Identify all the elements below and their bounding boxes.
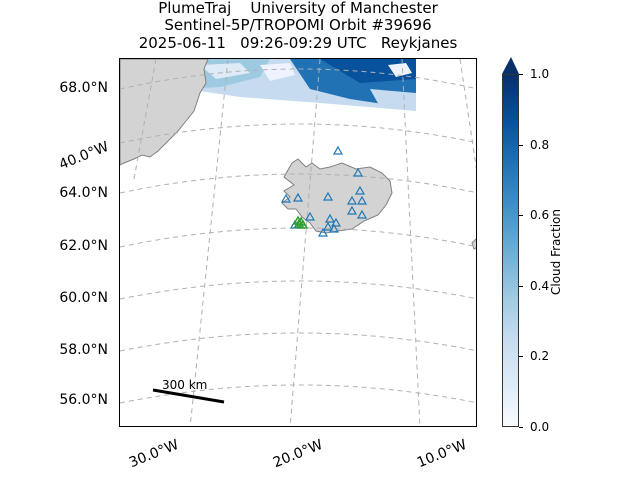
scale-bar-label: 300 km	[162, 378, 208, 392]
lat-label-64N: 64.0°N	[59, 185, 108, 201]
greenland-landmass	[120, 59, 209, 166]
volcano-marker	[356, 195, 368, 205]
lat-label-68N: 68.0°N	[59, 80, 108, 96]
cloud-fraction-swath	[186, 59, 416, 111]
volcano-marker	[346, 195, 358, 205]
colorbar-extend-arrow	[502, 57, 519, 74]
colorbar-ticklabel: 1.0	[530, 67, 550, 81]
title-line-3: 2025-06-11 09:26-09:29 UTC Reykjanes	[138, 34, 458, 52]
volcano-marker	[346, 205, 358, 215]
volcano-marker	[304, 211, 316, 221]
lon-label-10W: 10.0°W	[414, 436, 470, 472]
lon-label-30W: 30.0°W	[126, 436, 182, 472]
colorbar-label: Cloud Fraction	[549, 209, 563, 295]
source-markers	[292, 215, 309, 229]
volcano-marker	[322, 191, 334, 201]
colorbar-tick	[519, 74, 523, 75]
volcano-marker	[317, 227, 329, 237]
volcano-marker	[356, 209, 368, 219]
colorbar-ticklabel: 0.2	[530, 349, 550, 363]
volcano-marker	[280, 193, 292, 203]
volcano-marker	[324, 213, 336, 223]
volcano-marker	[322, 221, 334, 231]
colorbar-ticklabel: 0.8	[530, 138, 550, 152]
lat-label-62N: 62.0°N	[59, 238, 108, 254]
volcano-marker	[352, 167, 364, 177]
colorbar-ticklabel: 0.0	[530, 420, 550, 434]
colorbar-tick	[519, 356, 523, 357]
lat-label-56N: 56.0°N	[59, 392, 108, 408]
title-line-1: PlumeTraj University of Manchester	[158, 0, 438, 17]
map-canvas	[120, 59, 476, 426]
colorbar-tick	[519, 427, 523, 428]
colorbar-tick	[519, 286, 523, 287]
volcano-marker	[292, 192, 304, 202]
lat-label-58N: 58.0°N	[59, 342, 108, 358]
colorbar-ticklabel: 0.4	[530, 279, 550, 293]
title-line-2: Sentinel-5P/TROPOMI Orbit #39696	[164, 16, 432, 34]
volcano-marker	[328, 223, 340, 233]
volcano-marker	[330, 217, 342, 227]
volcano-marker	[332, 145, 344, 155]
colorbar-ticklabel: 0.6	[530, 208, 550, 222]
colorbar-tick	[519, 215, 523, 216]
colorbar-tick	[519, 145, 523, 146]
europe-landmass	[471, 238, 476, 250]
lon-label-40W: 40.0°W	[56, 138, 112, 174]
colorbar	[502, 74, 519, 427]
source-marker	[297, 219, 309, 229]
volcano-marker	[354, 185, 366, 195]
lon-label-20W: 20.0°W	[270, 436, 326, 472]
map-panel[interactable]	[119, 58, 477, 427]
lat-label-60N: 60.0°N	[59, 290, 108, 306]
scale-bar	[152, 388, 225, 404]
